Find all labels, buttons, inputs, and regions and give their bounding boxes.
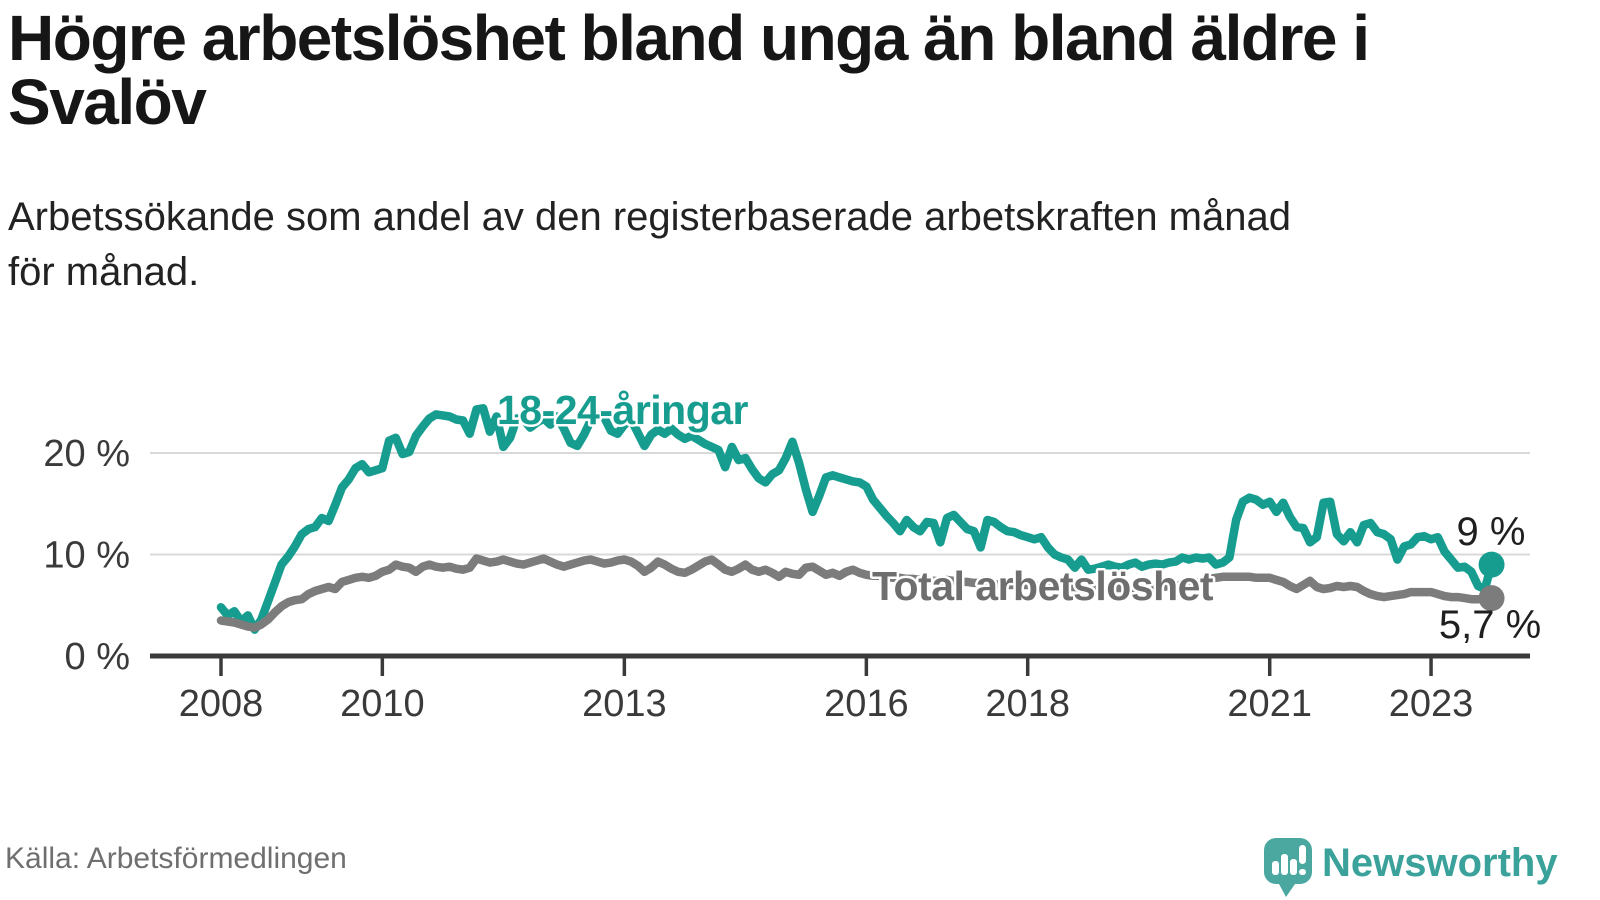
- newsworthy-logo: Newsworthy: [1264, 838, 1558, 897]
- end-value-label: 5,7 %: [1439, 603, 1541, 647]
- series-line-total: [216, 554, 1496, 632]
- x-axis-label: 2021: [1227, 683, 1312, 725]
- chart-title-line: Svalöv: [8, 66, 207, 138]
- source-text: Källa: Arbetsförmedlingen: [5, 842, 347, 875]
- x-axis-label: 2013: [582, 683, 667, 725]
- chart-title-line: Högre arbetslöshet bland unga än bland ä…: [8, 2, 1370, 74]
- x-axis-label: 2023: [1389, 683, 1474, 725]
- series-line-youth: [216, 404, 1496, 634]
- chart-subtitle-line: för månad.: [8, 250, 200, 295]
- chart-bars-speech-bubble-icon: [1264, 838, 1312, 897]
- chart-subtitle: Arbetssökande som andel av den registerb…: [8, 190, 1568, 300]
- end-value-label: 9 %: [1457, 510, 1526, 554]
- series-end-dot: [1478, 551, 1505, 578]
- series-label: Total arbetslöshet: [872, 563, 1214, 609]
- chart-title: Högre arbetslöshet bland unga än bland ä…: [8, 6, 1568, 134]
- x-axis-label: 2010: [340, 683, 425, 725]
- y-axis-label: 0 %: [65, 636, 130, 678]
- x-axis-label: 2016: [824, 683, 909, 725]
- chart-subtitle-line: Arbetssökande som andel av den registerb…: [8, 195, 1291, 239]
- x-axis-label: 2008: [179, 683, 264, 725]
- y-axis-label: 10 %: [43, 535, 130, 577]
- x-axis-label: 2018: [985, 683, 1070, 725]
- series-label: 18-24-åringar: [497, 387, 749, 433]
- brand-name: Newsworthy: [1322, 841, 1558, 885]
- series-end-dot: [1478, 585, 1505, 612]
- y-axis-label: 20 %: [43, 433, 130, 475]
